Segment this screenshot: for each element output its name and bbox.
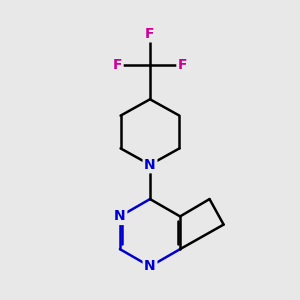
- Text: F: F: [145, 27, 155, 41]
- Text: F: F: [178, 58, 188, 72]
- Text: F: F: [112, 58, 122, 72]
- Text: N: N: [144, 260, 156, 274]
- Text: N: N: [144, 158, 156, 172]
- Text: N: N: [114, 209, 126, 224]
